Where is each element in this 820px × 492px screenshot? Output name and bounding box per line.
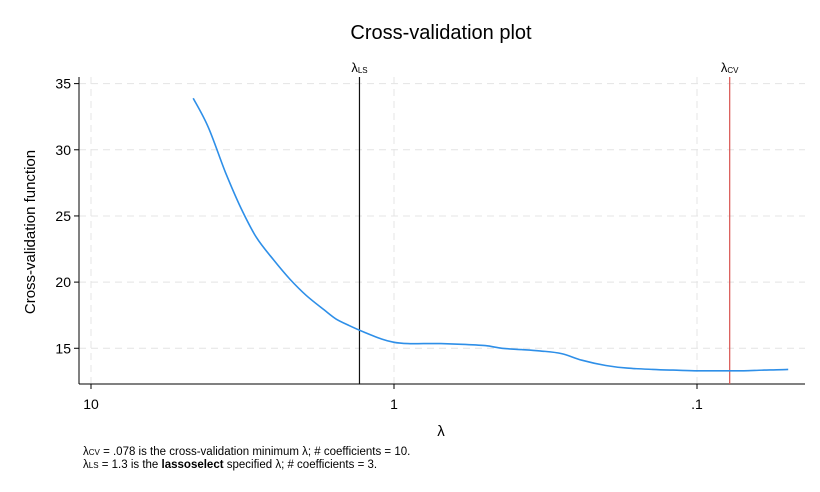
note-cv-lambda: λ xyxy=(83,446,89,458)
x-tick-label: .1 xyxy=(691,396,703,412)
x-ticks: 10 1.1 xyxy=(83,384,703,412)
note-ls-text-before: = 1.3 is the xyxy=(98,459,162,471)
note-ls-lambda: λ xyxy=(83,459,89,471)
x-axis-label: λ xyxy=(437,423,445,440)
x-tick-label: 10 xyxy=(83,396,99,412)
y-axis-label: Cross-validation function xyxy=(22,150,39,314)
x-tick-label: 1 xyxy=(390,396,398,412)
chart-notes: λCV = .078 is the cross-validation minim… xyxy=(83,446,410,472)
note-ls-command: lassoselect xyxy=(161,459,224,471)
note-ls-text-after: specified λ; # coefficients = 3. xyxy=(223,459,378,471)
cv-series-line xyxy=(192,97,789,372)
grid xyxy=(79,77,805,384)
y-tick-label: 25 xyxy=(55,208,71,224)
reference-lines: λLS λCV xyxy=(351,60,739,384)
y-tick-label: 30 xyxy=(55,142,71,158)
y-tick-label: 20 xyxy=(55,274,71,290)
reference-label-cv: λCV xyxy=(721,60,739,75)
note-cv-subscript: CV xyxy=(88,448,100,457)
y-ticks: 15 20 25 30 35 xyxy=(55,76,79,356)
note-ls-subscript: LS xyxy=(88,461,99,470)
y-tick-label: 15 xyxy=(55,340,71,356)
series xyxy=(192,97,789,372)
reference-label-ls: λLS xyxy=(351,60,367,75)
note-cv: λCV = .078 is the cross-validation minim… xyxy=(83,446,410,459)
note-ls: λLS = 1.3 is the lassoselect specified λ… xyxy=(83,459,410,472)
note-cv-text: = .078 is the cross-validation minimum λ… xyxy=(99,446,411,458)
y-tick-label: 35 xyxy=(55,76,71,92)
chart-title: Cross-validation plot xyxy=(350,22,532,44)
